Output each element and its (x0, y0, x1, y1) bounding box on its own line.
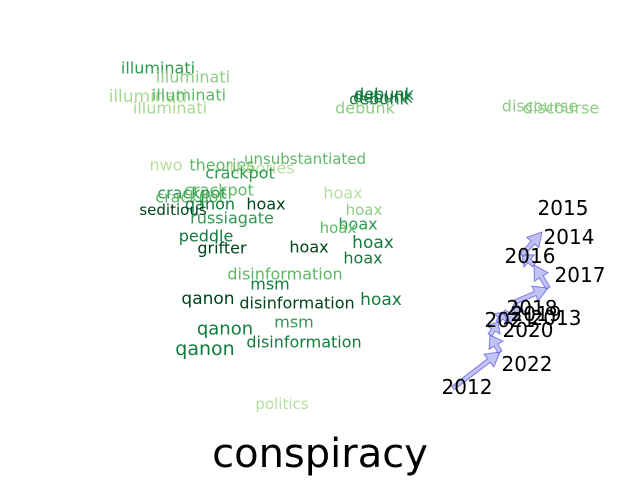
year-label: 2022 (502, 352, 553, 376)
word-label: qanon (185, 195, 235, 214)
trajectory-arrow (485, 321, 501, 337)
word-label: debunk (353, 88, 413, 107)
word-label: illuminati (152, 86, 226, 105)
word-label: grifter (197, 239, 247, 258)
word-label: illuminati (133, 99, 207, 118)
word-label: hoax (320, 219, 357, 237)
word-label: hoax (338, 215, 377, 234)
word-label: seditious (139, 201, 206, 219)
word-label: nwo (149, 156, 182, 175)
year-label: 2015 (538, 196, 589, 220)
word-label: hoax (289, 238, 328, 257)
word-label: disinformation (227, 265, 342, 284)
word-label: crackpot (205, 164, 274, 183)
word-label: debunk (354, 85, 414, 104)
word-label: crackpot (157, 184, 226, 203)
word-label: debunk (349, 90, 409, 109)
year-label: 2017 (555, 263, 606, 287)
year-label: 2018 (507, 296, 558, 320)
year-label: 2014 (544, 225, 595, 249)
word-label: hoax (360, 290, 402, 310)
word-label: discourse (523, 99, 599, 118)
word-label: qanon (175, 338, 234, 360)
trajectory-arrow (521, 254, 537, 269)
year-label: 2013 (531, 306, 582, 330)
word-label: russiagate (190, 209, 274, 228)
words-layer: illuminatiilluminatiilluminatiilluminati… (109, 59, 600, 414)
trajectory-layer (450, 231, 551, 391)
word-label: qanon (181, 289, 234, 309)
trajectory-arrow (488, 334, 504, 354)
word-label: debunk (335, 99, 395, 118)
word-label: illuminati (156, 68, 230, 87)
word-label: illuminati (109, 87, 188, 107)
word-label: theories (189, 156, 254, 175)
trajectory-arrow (450, 351, 501, 391)
trajectory-arrow (513, 285, 549, 305)
year-label: 2021 (485, 308, 536, 332)
year-label: 2020 (503, 318, 554, 342)
word-label: msm (250, 275, 290, 294)
word-label: hoax (346, 201, 383, 219)
word-label: hoax (323, 184, 362, 203)
word-label: hoax (343, 249, 382, 268)
year-label: 2012 (442, 375, 493, 399)
word-label: disinformation (239, 294, 354, 313)
word-label: crackpot (155, 188, 224, 207)
trajectory-arrow (519, 231, 543, 258)
trajectory-arrow (533, 264, 551, 290)
word-label: politics (255, 395, 308, 413)
word-label: hoax (352, 233, 394, 253)
word-label: peddle (179, 227, 234, 246)
word-label: crackpot (184, 181, 253, 200)
word-label: qanon (197, 319, 253, 340)
year-label: 2016 (505, 244, 556, 268)
chart-title: conspiracy (212, 431, 428, 477)
trajectory-arrow (508, 301, 526, 321)
year-label: 2019 (511, 302, 562, 326)
word-label: disinformation (246, 333, 361, 352)
word-label: hoax (246, 195, 285, 214)
word-label: msm (274, 313, 314, 332)
word-label: discourse (502, 97, 578, 116)
word-label: illuminati (121, 59, 195, 78)
word-label: theories (229, 159, 294, 178)
word-label: unsubstantiated (244, 150, 366, 168)
